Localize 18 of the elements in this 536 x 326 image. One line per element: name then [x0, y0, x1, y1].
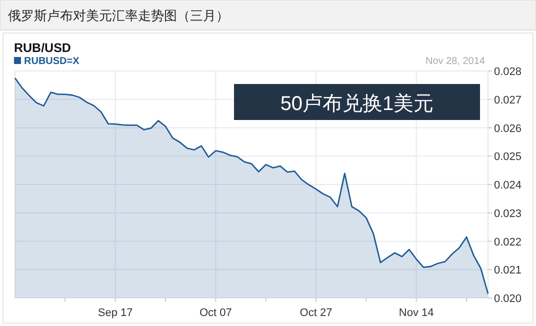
y-tick-label: 0.026	[494, 122, 522, 135]
y-tick-label: 0.021	[494, 264, 522, 277]
x-tick-label: Sep 17	[98, 307, 133, 319]
chart-title: 俄罗斯卢布对美元汇率走势图（三月）	[8, 8, 229, 23]
legend-label: RUBUSD=X	[24, 56, 80, 67]
y-tick-label: 0.025	[494, 151, 522, 164]
y-tick-label: 0.023	[494, 208, 522, 220]
y-tick-label: 0.020	[494, 293, 522, 305]
chart-subtitle: RUB/USD	[14, 41, 71, 55]
y-tick-label: 0.022	[494, 236, 522, 248]
y-tick-label: 0.028	[494, 66, 522, 78]
text: Nov 28, 2014	[426, 56, 486, 67]
x-tick-label: Nov 14	[398, 307, 434, 319]
annotation: 50卢布兑换1美元	[280, 92, 434, 115]
y-tick-label: 0.024	[494, 180, 522, 192]
x-tick-label: Oct 07	[199, 307, 232, 319]
x-tick-label: Oct 27	[300, 307, 332, 319]
y-tick-label: 0.027	[494, 94, 522, 106]
